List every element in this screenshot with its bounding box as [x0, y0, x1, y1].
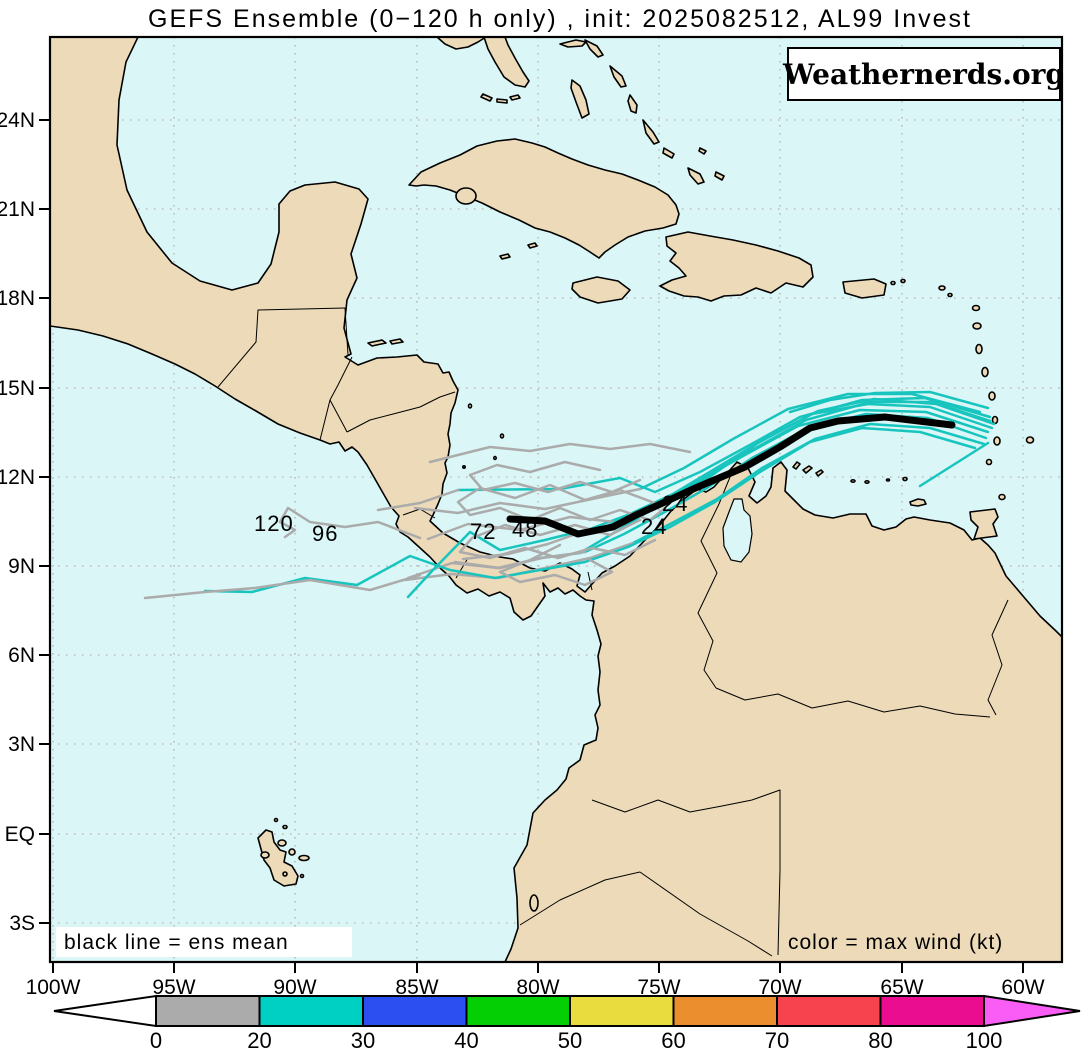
y-tick-label: 9N: [8, 555, 35, 578]
land-puerto-rico: [842, 278, 887, 299]
y-tick-label: 18N: [0, 287, 35, 310]
land-isle-of-youth: [455, 187, 477, 205]
ensemble-member-track: [143, 573, 422, 600]
ensemble-tracks: [143, 390, 996, 600]
y-tick-label: 24N: [0, 109, 35, 132]
hour-label: 120: [254, 511, 294, 536]
land-abc-islands: [792, 461, 927, 507]
ensemble-member-track: [638, 392, 982, 491]
colorbar-tick-label: 0: [150, 1028, 162, 1053]
x-tick-label: 95W: [152, 976, 195, 999]
hour-label: 48: [512, 517, 538, 542]
ensemble-member-track: [203, 426, 977, 594]
colorbar-cell: [569, 995, 675, 1027]
colorbar-tick-label: 100: [966, 1028, 1003, 1053]
watermark-box: Weathernerds.org: [782, 47, 1065, 101]
land-americas-mainland: [50, 37, 1062, 962]
colorbar-cell: [776, 995, 882, 1027]
legend-note-left: black line = ens mean: [56, 927, 352, 957]
map-frame: [48, 35, 1064, 964]
x-tick-label: 80W: [516, 976, 559, 999]
colorbar-tick-label: 80: [868, 1028, 892, 1053]
colorbar-cell: [258, 995, 364, 1027]
ensemble-member-track: [468, 460, 642, 494]
ensemble-member-track: [456, 483, 667, 522]
ensemble-member-track: [413, 487, 642, 515]
ensemble-member-track: [376, 488, 460, 512]
chart-title: GEFS Ensemble (0−120 h only) , init: 202…: [148, 5, 972, 33]
hour-label: 72: [470, 519, 496, 544]
land-cuba: [408, 138, 680, 259]
hour-label: 96: [312, 521, 338, 546]
y-tick-label: 21N: [0, 198, 35, 221]
land-jamaica: [571, 276, 631, 304]
hour-label: 24: [662, 491, 688, 516]
ensemble-member-track: [498, 543, 614, 587]
y-tick-label: 12N: [0, 466, 35, 489]
x-tick-label: 100W: [26, 976, 81, 999]
colorbar-tick-label: 30: [351, 1028, 375, 1053]
legend-note-right: color = max wind (kt): [780, 927, 1062, 957]
x-tick-label: 75W: [637, 976, 680, 999]
wind-speed-colorbar: 0 20 30 40 50 60 70 80 100: [53, 994, 1081, 1053]
hour-label: 24: [641, 514, 667, 539]
ensemble-member-track: [428, 442, 692, 464]
land-trinidad: [969, 508, 999, 540]
colorbar-left-arrow: [53, 994, 157, 1028]
land-bahamas: [559, 39, 725, 185]
watermark-text: Weathernerds.org: [782, 58, 1065, 91]
colorbar-tick-label: 60: [661, 1028, 685, 1053]
x-tick-label: 65W: [880, 976, 923, 999]
ensemble-mean-track: [506, 413, 956, 538]
landmass-group: [50, 37, 1062, 962]
colorbar-tick-label: 40: [454, 1028, 478, 1053]
colorbar-cell: [465, 995, 571, 1027]
ensemble-member-track: [458, 518, 657, 560]
land-cayman: [499, 242, 538, 260]
land-hispaniola: [659, 231, 814, 302]
land-florida: [483, 37, 530, 88]
colorbar-tick-label: 50: [558, 1028, 582, 1053]
legend-note-left-text: black line = ens mean: [64, 931, 289, 954]
colorbar-tick-label: 20: [247, 1028, 271, 1053]
country-borders: [217, 307, 1009, 957]
land-galapagos: [257, 817, 539, 912]
colorbar-cell: [155, 995, 261, 1027]
y-tick-label: EQ: [5, 823, 35, 846]
ensemble-member-track: [918, 441, 990, 488]
land-san-andres: [461, 403, 505, 469]
colorbar-tick-label: 70: [765, 1028, 789, 1053]
colorbar-cell: [879, 995, 985, 1027]
land-us-gulf-coast: [436, 37, 487, 50]
legend-note-right-text: color = max wind (kt): [788, 931, 1003, 954]
y-tick-label: 3N: [8, 733, 35, 756]
ensemble-member-track: [456, 396, 992, 494]
colorbar-cell: [672, 995, 778, 1027]
colorbar-right-arrow: [983, 994, 1081, 1028]
y-tick-label: 6N: [8, 644, 35, 667]
land-florida-keys: [480, 93, 521, 104]
axes: 100W 95W 90W 85W 80W 75W 70W 65W 60W 24N 21N 18N 15N…: [0, 109, 1045, 999]
x-tick-label: 90W: [273, 976, 316, 999]
land-lesser-antilles: [890, 278, 1035, 501]
land-bay-islands: [367, 338, 404, 347]
x-tick-label: 60W: [1001, 976, 1044, 999]
ensemble-member-track: [788, 390, 990, 414]
y-tick-label: 3S: [9, 912, 35, 935]
y-tick-label: 15N: [0, 377, 35, 400]
colorbar-cell: [362, 995, 468, 1027]
x-tick-label: 85W: [395, 976, 438, 999]
lake-maracaibo: [722, 498, 753, 563]
ensemble-member-track: [278, 506, 422, 540]
x-tick-label: 70W: [758, 976, 801, 999]
